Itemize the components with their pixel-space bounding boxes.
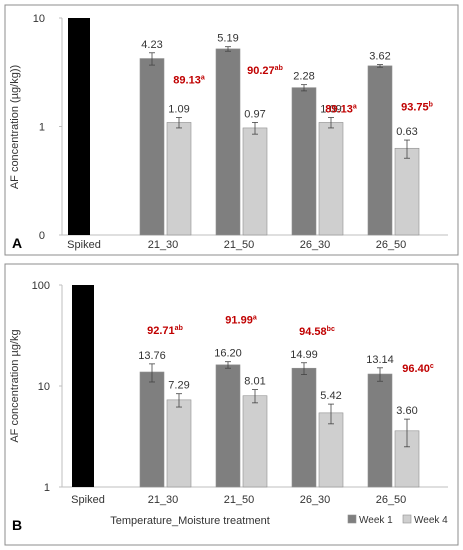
data-label: 3.60: [396, 405, 417, 417]
legend-swatch: [402, 514, 412, 524]
panel-border: [4, 4, 459, 256]
data-label: 1.09: [168, 104, 189, 116]
y-tick-label: 1: [44, 482, 50, 494]
reduction-label: 92.71ab: [147, 325, 183, 337]
reduction-label: 89.13a: [173, 75, 205, 87]
y-tick-label: 0: [39, 230, 45, 242]
bar-week-1: [139, 58, 165, 236]
data-label: 0.97: [244, 108, 265, 120]
panel-label: A: [12, 235, 22, 251]
panel-border: [4, 263, 459, 546]
x-tick-label: 21_30: [148, 494, 179, 506]
bar-week-1: [215, 48, 241, 236]
bar-week-1: [367, 373, 393, 488]
x-tick-label: 21_30: [148, 239, 179, 251]
y-tick-label: 10: [38, 381, 50, 393]
x-tick-label: 21_50: [224, 494, 255, 506]
x-tick-label: 26_50: [376, 239, 407, 251]
data-label: 0.63: [396, 126, 417, 138]
bar-week-4: [318, 122, 344, 236]
y-axis-label: AF concentration (µg/kg)): [9, 65, 21, 189]
chart-panel-b: 100 10 1 AF concentration µg/kg Spiked 21_30 2…: [4, 263, 459, 546]
legend: Week 1 Week 4: [347, 514, 448, 526]
reduction-label: 90.27ab: [247, 65, 283, 77]
x-axis-label: Temperature_Moisture treatment: [110, 515, 270, 527]
x-tick-label: 21_50: [224, 239, 255, 251]
bar-week-4: [394, 147, 420, 236]
bar-week-1: [367, 65, 393, 236]
data-label: 13.14: [366, 354, 394, 366]
y-tick-label: 100: [32, 280, 50, 292]
data-label: 8.01: [244, 376, 265, 388]
panel-label: B: [12, 517, 22, 533]
legend-swatch: [347, 514, 357, 524]
y-tick-label: 1: [39, 122, 45, 134]
legend-label: Week 1: [359, 515, 393, 526]
data-label: 5.42: [320, 390, 341, 402]
reduction-label: 94.58bc: [299, 326, 335, 338]
bar-week-4: [166, 122, 192, 236]
x-tick-label: 26_50: [376, 494, 407, 506]
bar-week-4: [242, 395, 268, 488]
reduction-label: 93.75b: [401, 101, 433, 113]
reduction-label: 91.99a: [225, 315, 257, 327]
bar-week-1: [215, 364, 241, 488]
reduction-label: 89.13a: [325, 104, 357, 116]
y-tick-label: 10: [33, 13, 45, 25]
data-label: 7.29: [168, 380, 189, 392]
data-label: 1.09: [320, 104, 341, 116]
data-label: 5.19: [217, 33, 238, 45]
bar-week-4: [242, 127, 268, 236]
bar-week-4: [166, 399, 192, 488]
data-label: 4.23: [141, 39, 162, 51]
bar-spiked: [72, 285, 94, 487]
x-tick-label: 26_30: [300, 494, 331, 506]
data-label: 3.62: [369, 51, 390, 63]
y-axis-label: AF concentration µg/kg: [9, 329, 21, 442]
bar-week-1: [139, 371, 165, 488]
x-tick-label: Spiked: [67, 239, 101, 251]
x-tick-label: 26_30: [300, 239, 331, 251]
x-tick-label: Spiked: [71, 494, 105, 506]
legend-label: Week 4: [414, 515, 448, 526]
bar-week-1: [291, 367, 317, 488]
bar-week-1: [291, 87, 317, 236]
data-label: 16.20: [214, 348, 242, 360]
bar-spiked: [68, 18, 90, 235]
data-label: 13.76: [138, 350, 166, 362]
reduction-label: 96.40c: [402, 363, 434, 375]
data-label: 2.28: [293, 71, 314, 83]
data-label: 14.99: [290, 349, 318, 361]
